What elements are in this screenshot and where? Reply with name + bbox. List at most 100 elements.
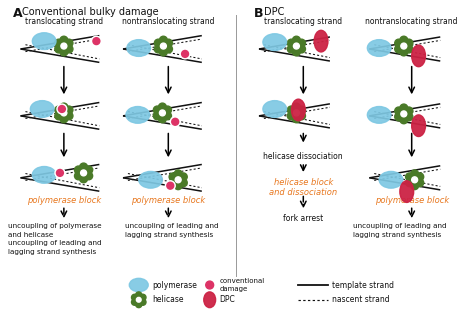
Circle shape (169, 173, 177, 181)
Circle shape (55, 45, 63, 53)
Circle shape (406, 179, 413, 187)
Circle shape (175, 177, 181, 183)
Circle shape (136, 292, 142, 298)
Ellipse shape (180, 49, 190, 59)
Circle shape (74, 172, 82, 180)
Ellipse shape (412, 45, 426, 67)
Ellipse shape (56, 170, 64, 176)
Text: DPC: DPC (219, 295, 235, 304)
Circle shape (158, 103, 166, 111)
Circle shape (400, 104, 408, 112)
Circle shape (55, 39, 63, 47)
Circle shape (406, 173, 413, 181)
Text: uncoupling of leading and
lagging strand synthesis: uncoupling of leading and lagging strand… (125, 223, 219, 238)
Circle shape (65, 106, 73, 114)
Circle shape (164, 45, 173, 53)
Ellipse shape (165, 181, 175, 191)
Circle shape (155, 45, 162, 53)
Ellipse shape (182, 51, 189, 57)
Circle shape (293, 110, 300, 116)
Circle shape (405, 113, 413, 121)
Circle shape (61, 43, 67, 49)
Circle shape (80, 163, 88, 171)
Circle shape (65, 45, 73, 53)
Ellipse shape (126, 107, 150, 123)
Circle shape (65, 112, 73, 120)
Ellipse shape (129, 278, 148, 292)
Text: template strand: template strand (332, 280, 394, 289)
Circle shape (179, 173, 187, 181)
Circle shape (137, 297, 141, 302)
Text: translocating strand: translocating strand (264, 16, 342, 25)
Circle shape (292, 48, 301, 56)
Ellipse shape (204, 280, 215, 290)
Circle shape (401, 111, 407, 117)
Text: helicase dissociation: helicase dissociation (264, 152, 343, 161)
Ellipse shape (139, 172, 163, 188)
Text: nascent strand: nascent strand (332, 295, 390, 304)
Circle shape (400, 36, 408, 44)
Circle shape (131, 294, 138, 300)
Circle shape (174, 182, 182, 190)
Circle shape (164, 106, 172, 114)
Circle shape (410, 170, 419, 178)
Text: conventional
damage: conventional damage (219, 278, 265, 292)
Circle shape (410, 182, 419, 190)
Circle shape (154, 106, 161, 114)
Circle shape (154, 112, 161, 120)
Circle shape (395, 113, 402, 121)
Circle shape (55, 106, 63, 114)
Circle shape (298, 106, 305, 114)
Ellipse shape (91, 36, 101, 46)
Text: translocating strand: translocating strand (25, 16, 103, 25)
Text: polymerase block: polymerase block (374, 196, 449, 205)
Circle shape (65, 39, 73, 47)
Text: uncoupling of polymerase
and helicase
uncoupling of leading and
lagging strand s: uncoupling of polymerase and helicase un… (8, 223, 101, 255)
Ellipse shape (172, 118, 179, 125)
Circle shape (60, 48, 68, 56)
Circle shape (292, 115, 301, 123)
Circle shape (136, 302, 142, 308)
Text: polymerase block: polymerase block (27, 196, 101, 205)
Circle shape (287, 106, 295, 114)
Circle shape (85, 166, 92, 174)
Ellipse shape (32, 166, 56, 183)
Ellipse shape (379, 172, 403, 188)
Circle shape (140, 294, 146, 300)
Text: polymerase: polymerase (153, 280, 198, 289)
Circle shape (81, 170, 87, 176)
Ellipse shape (314, 30, 328, 52)
Circle shape (140, 299, 146, 305)
Ellipse shape (57, 104, 67, 114)
Ellipse shape (400, 181, 414, 202)
Text: A: A (13, 7, 22, 20)
Circle shape (159, 36, 167, 44)
Circle shape (164, 39, 173, 47)
Text: DPC: DPC (264, 7, 284, 17)
Circle shape (74, 166, 82, 174)
Ellipse shape (263, 34, 287, 51)
Circle shape (405, 107, 413, 115)
Circle shape (164, 112, 172, 120)
Ellipse shape (58, 106, 65, 113)
Circle shape (85, 172, 92, 180)
Text: uncoupling of leading and
lagging strand synthesis: uncoupling of leading and lagging strand… (353, 223, 446, 238)
Ellipse shape (93, 38, 100, 45)
Circle shape (131, 299, 138, 305)
Ellipse shape (32, 33, 56, 50)
Circle shape (395, 39, 402, 47)
Circle shape (395, 45, 402, 53)
Text: fork arrest: fork arrest (283, 214, 323, 223)
Text: helicase: helicase (153, 295, 184, 304)
Ellipse shape (127, 40, 151, 56)
Circle shape (158, 115, 166, 123)
Circle shape (400, 48, 408, 56)
Circle shape (174, 170, 182, 178)
Ellipse shape (412, 115, 426, 137)
Circle shape (298, 45, 305, 53)
Circle shape (169, 179, 177, 187)
Ellipse shape (55, 168, 65, 178)
Text: polymerase block: polymerase block (131, 196, 205, 205)
Text: helicase block
and dissociation: helicase block and dissociation (269, 178, 337, 197)
Ellipse shape (263, 100, 287, 117)
